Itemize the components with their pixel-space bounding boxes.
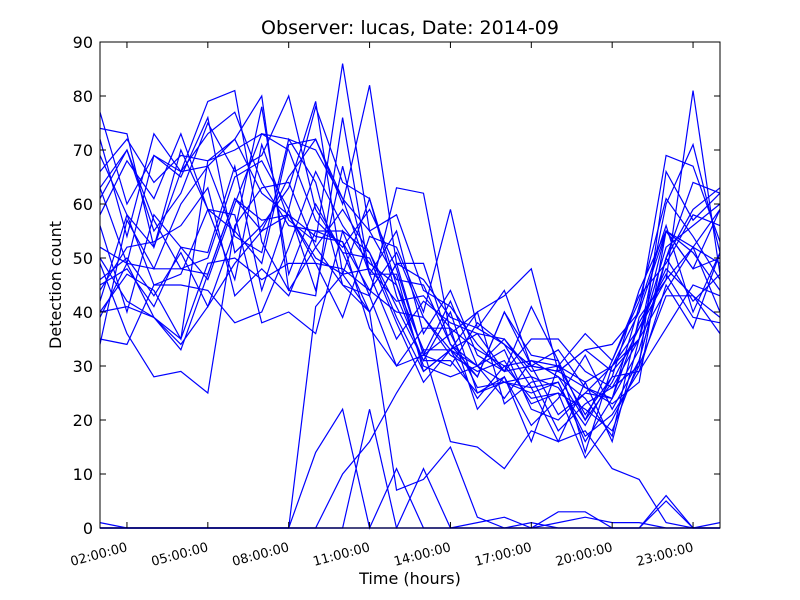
chart-title: Observer: lucas, Date: 2014-09 (261, 17, 559, 39)
y-tick-label: 40 (73, 303, 93, 322)
series-line-15 (99, 89, 721, 373)
y-tick-label: 10 (73, 465, 93, 484)
series-line-7 (99, 181, 721, 421)
series-line-16 (99, 101, 721, 443)
y-axis: 0 10 20 30 40 50 60 70 80 90 (73, 33, 720, 538)
series-layer (99, 63, 721, 530)
series-line-3 (99, 94, 721, 444)
x-axis-label: Time (hours) (358, 569, 461, 588)
y-tick-label: 60 (73, 195, 93, 214)
series-line-10 (99, 163, 721, 455)
y-tick-label: 70 (73, 141, 93, 160)
y-tick-label: 30 (73, 357, 93, 376)
plot-area-frame (99, 41, 721, 529)
series-line-9 (99, 138, 721, 432)
series-line-21 (99, 209, 721, 438)
y-tick-label: 90 (73, 33, 93, 52)
series-line-13 (99, 106, 721, 460)
series-line-18 (99, 63, 721, 422)
y-tick-label: 20 (73, 411, 93, 430)
series-line-5 (99, 170, 721, 427)
series-line-8 (99, 214, 721, 444)
y-tick-label: 0 (83, 519, 93, 538)
series-line-11 (99, 132, 721, 416)
series-line-20 (99, 132, 721, 373)
y-tick-label: 50 (73, 249, 93, 268)
series-line-19 (99, 85, 721, 400)
y-tick-label: 80 (73, 87, 93, 106)
y-axis-label: Detection count (46, 221, 65, 349)
series-line-22 (99, 137, 721, 378)
